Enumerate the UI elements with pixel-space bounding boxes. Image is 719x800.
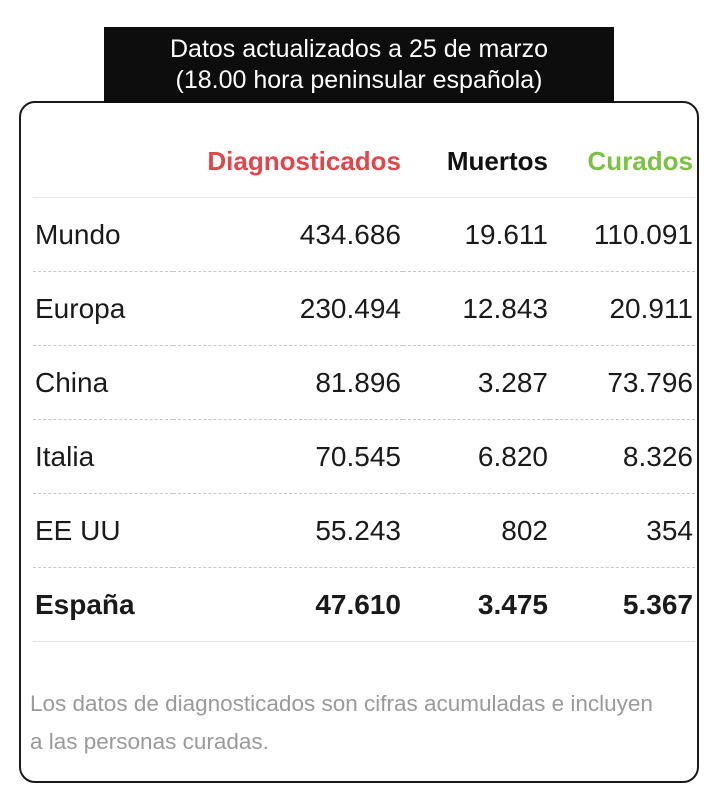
- region-name: Europa: [33, 271, 173, 346]
- diagnosticados-value: 81.896: [173, 345, 403, 420]
- diagnosticados-value: 70.545: [173, 419, 403, 494]
- curados-value: 20.911: [550, 271, 695, 346]
- update-banner: Datos actualizados a 25 de marzo (18.00 …: [104, 27, 614, 103]
- muertos-value: 6.820: [403, 419, 550, 494]
- muertos-value: 3.475: [403, 567, 550, 642]
- update-time-text: (18.00 hora peninsular española): [175, 66, 543, 94]
- diagnosticados-value: 55.243: [173, 493, 403, 568]
- column-header-muertos: Muertos: [403, 125, 550, 198]
- muertos-value: 3.287: [403, 345, 550, 420]
- column-header-region: [33, 125, 173, 198]
- region-name: Italia: [33, 419, 173, 494]
- table-row: Europa 230.494 12.843 20.911: [33, 271, 695, 346]
- region-name: España: [33, 567, 173, 642]
- muertos-value: 12.843: [403, 271, 550, 346]
- curados-value: 5.367: [550, 567, 695, 642]
- table-row: Italia 70.545 6.820 8.326: [33, 419, 695, 494]
- column-header-curados: Curados: [550, 125, 695, 198]
- covid-table: Diagnosticados Muertos Curados Mundo 434…: [33, 125, 695, 642]
- diagnosticados-value: 434.686: [173, 197, 403, 272]
- curados-value: 73.796: [550, 345, 695, 420]
- update-date-text: Datos actualizados a 25 de marzo: [170, 35, 548, 63]
- muertos-value: 19.611: [403, 197, 550, 272]
- diagnosticados-value: 47.610: [173, 567, 403, 642]
- data-card: Diagnosticados Muertos Curados Mundo 434…: [19, 101, 699, 783]
- curados-value: 354: [550, 493, 695, 568]
- region-name: EE UU: [33, 493, 173, 568]
- curados-value: 110.091: [550, 197, 695, 272]
- region-name: Mundo: [33, 197, 173, 272]
- footnote: Los datos de diagnosticados son cifras a…: [30, 691, 653, 754]
- table-row-highlight: España 47.610 3.475 5.367: [33, 567, 695, 642]
- table-row: EE UU 55.243 802 354: [33, 493, 695, 568]
- curados-value: 8.326: [550, 419, 695, 494]
- table-row: Mundo 434.686 19.611 110.091: [33, 197, 695, 272]
- diagnosticados-value: 230.494: [173, 271, 403, 346]
- region-name: China: [33, 345, 173, 420]
- table-header-row: Diagnosticados Muertos Curados: [33, 125, 695, 198]
- muertos-value: 802: [403, 493, 550, 568]
- column-header-diagnosticados: Diagnosticados: [173, 125, 403, 198]
- table-row: China 81.896 3.287 73.796: [33, 345, 695, 420]
